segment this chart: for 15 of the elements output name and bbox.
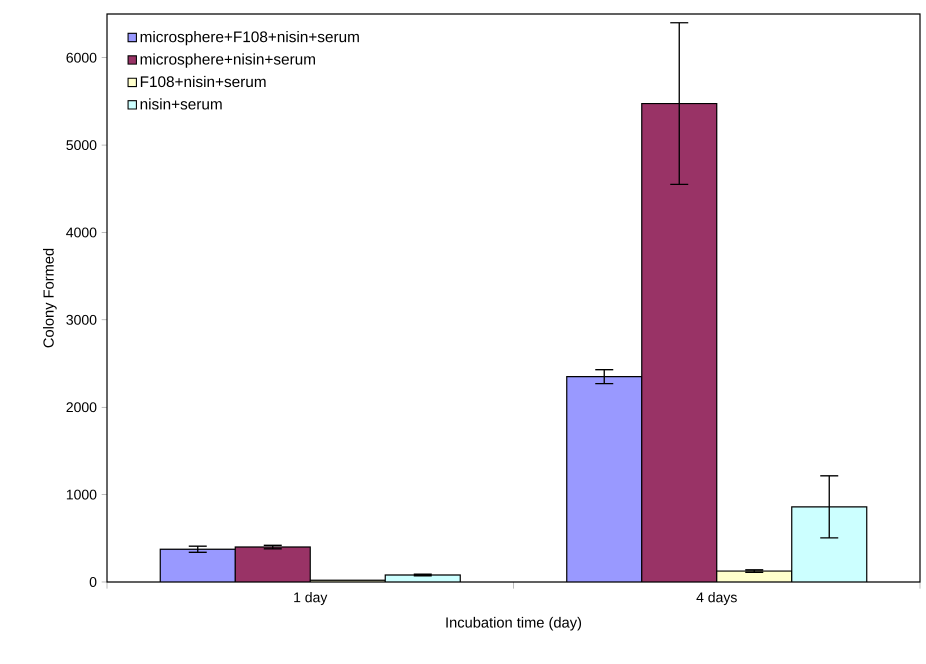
y-tick-label: 4000 bbox=[66, 228, 96, 238]
y-tick-label: 6000 bbox=[66, 52, 96, 63]
legend-label: microsphere+F108+nisin+serum bbox=[140, 30, 359, 46]
x-tick-label: 1 day bbox=[294, 592, 328, 606]
legend-label: F108+nisin+serum bbox=[140, 76, 266, 88]
legend-label: microsphere+nisin+serum bbox=[140, 53, 315, 68]
x-axis-title: Incubation time (day) bbox=[446, 616, 582, 631]
y-axis-title: Colony Formed bbox=[42, 248, 57, 348]
y-tick-label: 3000 bbox=[66, 314, 96, 325]
y-tick-label: 0 bbox=[90, 577, 96, 587]
legend-label: nisin+serum bbox=[140, 98, 222, 110]
y-tick-label: 5000 bbox=[66, 140, 96, 150]
y-tick-label: 2000 bbox=[66, 402, 96, 412]
y-tick-label: 1000 bbox=[66, 490, 96, 500]
x-tick-label: 4 days bbox=[696, 592, 737, 606]
